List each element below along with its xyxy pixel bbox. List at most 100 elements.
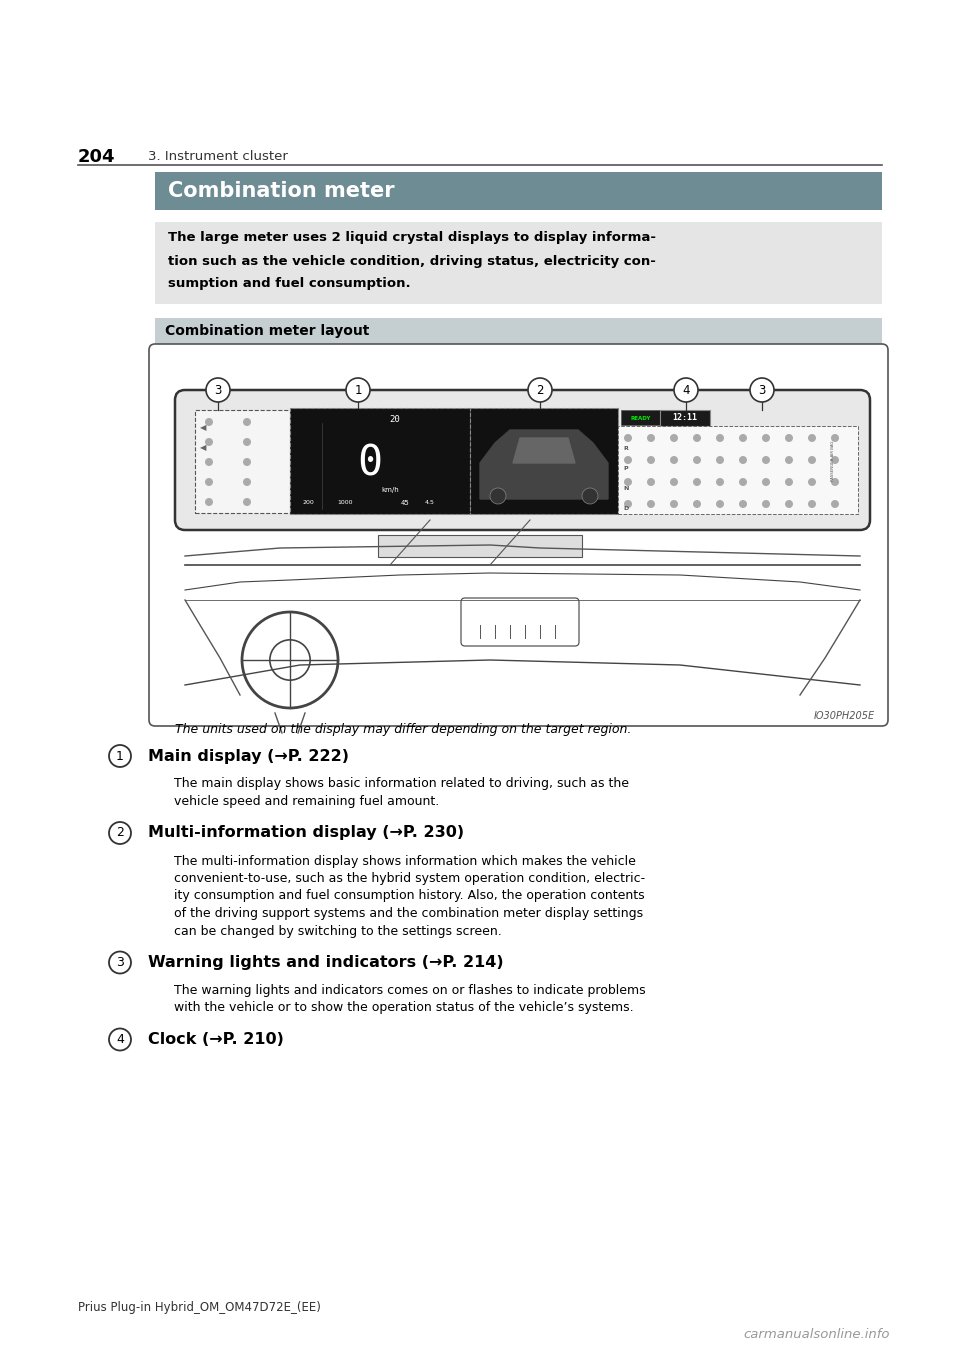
- FancyBboxPatch shape: [378, 535, 582, 557]
- Circle shape: [647, 456, 655, 464]
- Text: P: P: [624, 466, 628, 470]
- Text: vehicle speed and remaining fuel amount.: vehicle speed and remaining fuel amount.: [174, 794, 440, 808]
- FancyBboxPatch shape: [621, 410, 661, 425]
- Circle shape: [647, 435, 655, 441]
- Circle shape: [346, 378, 370, 402]
- Circle shape: [670, 456, 678, 464]
- Circle shape: [716, 435, 724, 441]
- Text: The large meter uses 2 liquid crystal displays to display informa-: The large meter uses 2 liquid crystal di…: [168, 231, 656, 244]
- Text: IO30PH205E: IO30PH205E: [814, 712, 875, 721]
- Text: 45: 45: [400, 500, 409, 507]
- Circle shape: [785, 435, 793, 441]
- Circle shape: [716, 478, 724, 486]
- Circle shape: [243, 458, 251, 466]
- Text: The multi-information display shows information which makes the vehicle: The multi-information display shows info…: [174, 854, 636, 868]
- Text: The main display shows basic information related to driving, such as the: The main display shows basic information…: [174, 778, 629, 790]
- Text: D: D: [623, 505, 629, 511]
- Circle shape: [808, 435, 816, 441]
- Circle shape: [808, 500, 816, 508]
- Text: The units used on the display may differ depending on the target region.: The units used on the display may differ…: [175, 724, 632, 736]
- Circle shape: [670, 435, 678, 441]
- Text: tion such as the vehicle condition, driving status, electricity con-: tion such as the vehicle condition, driv…: [168, 254, 656, 268]
- Text: 1000: 1000: [337, 501, 352, 505]
- Circle shape: [674, 378, 698, 402]
- Text: 3: 3: [758, 383, 766, 397]
- Circle shape: [205, 498, 213, 507]
- Circle shape: [206, 378, 230, 402]
- Text: 4: 4: [683, 383, 689, 397]
- FancyBboxPatch shape: [155, 172, 882, 210]
- FancyBboxPatch shape: [195, 410, 290, 513]
- Text: PASSENGER AIR BAG: PASSENGER AIR BAG: [831, 441, 835, 481]
- Circle shape: [693, 456, 701, 464]
- Text: 12:11: 12:11: [673, 413, 698, 422]
- Circle shape: [670, 500, 678, 508]
- Circle shape: [647, 500, 655, 508]
- Circle shape: [624, 435, 632, 441]
- Text: 1: 1: [116, 750, 124, 762]
- Circle shape: [624, 500, 632, 508]
- Text: R: R: [624, 445, 629, 451]
- Circle shape: [739, 435, 747, 441]
- Circle shape: [243, 478, 251, 486]
- Text: Prius Plug-in Hybrid_OM_OM47D72E_(EE): Prius Plug-in Hybrid_OM_OM47D72E_(EE): [78, 1301, 321, 1315]
- Circle shape: [739, 500, 747, 508]
- Circle shape: [831, 478, 839, 486]
- Text: 20: 20: [390, 416, 400, 425]
- Text: N: N: [623, 486, 629, 490]
- Polygon shape: [513, 439, 575, 463]
- Text: 3. Instrument cluster: 3. Instrument cluster: [148, 151, 288, 163]
- Text: ity consumption and fuel consumption history. Also, the operation contents: ity consumption and fuel consumption his…: [174, 889, 644, 903]
- Circle shape: [243, 418, 251, 426]
- Text: Multi-information display (→P. 230): Multi-information display (→P. 230): [148, 826, 464, 841]
- Text: 3: 3: [214, 383, 222, 397]
- FancyBboxPatch shape: [155, 318, 882, 344]
- Text: ◀: ◀: [200, 424, 206, 432]
- Circle shape: [785, 478, 793, 486]
- Circle shape: [205, 458, 213, 466]
- Text: 204: 204: [78, 148, 115, 166]
- FancyBboxPatch shape: [290, 407, 470, 513]
- Circle shape: [785, 456, 793, 464]
- Circle shape: [205, 439, 213, 445]
- Text: 0: 0: [357, 441, 382, 483]
- Circle shape: [693, 478, 701, 486]
- Text: with the vehicle or to show the operation status of the vehicle’s systems.: with the vehicle or to show the operatio…: [174, 1001, 634, 1014]
- Circle shape: [693, 500, 701, 508]
- Text: km/h: km/h: [381, 488, 398, 493]
- Circle shape: [109, 822, 131, 845]
- Text: 2: 2: [116, 827, 124, 839]
- Text: Main display (→P. 222): Main display (→P. 222): [148, 748, 349, 763]
- Text: The warning lights and indicators comes on or flashes to indicate problems: The warning lights and indicators comes …: [174, 985, 646, 997]
- Circle shape: [624, 456, 632, 464]
- Text: Warning lights and indicators (→P. 214): Warning lights and indicators (→P. 214): [148, 955, 504, 970]
- Circle shape: [762, 478, 770, 486]
- Text: 1: 1: [354, 383, 362, 397]
- Circle shape: [716, 456, 724, 464]
- Text: ◀: ◀: [200, 444, 206, 452]
- Circle shape: [716, 500, 724, 508]
- FancyBboxPatch shape: [660, 410, 710, 426]
- Circle shape: [762, 500, 770, 508]
- Circle shape: [490, 488, 506, 504]
- Text: sumption and fuel consumption.: sumption and fuel consumption.: [168, 277, 411, 291]
- Circle shape: [750, 378, 774, 402]
- Text: 4.5: 4.5: [425, 501, 435, 505]
- FancyBboxPatch shape: [618, 426, 858, 513]
- FancyBboxPatch shape: [470, 407, 618, 513]
- Circle shape: [762, 435, 770, 441]
- Circle shape: [243, 498, 251, 507]
- Polygon shape: [480, 430, 608, 498]
- Text: carmanualsonline.info: carmanualsonline.info: [743, 1328, 890, 1342]
- Circle shape: [831, 500, 839, 508]
- Circle shape: [831, 435, 839, 441]
- Text: convenient-to-use, such as the hybrid system operation condition, electric-: convenient-to-use, such as the hybrid sy…: [174, 872, 645, 885]
- Circle shape: [109, 1028, 131, 1051]
- Circle shape: [693, 435, 701, 441]
- Text: 2: 2: [537, 383, 543, 397]
- Circle shape: [739, 456, 747, 464]
- FancyBboxPatch shape: [155, 221, 882, 304]
- Text: READY: READY: [631, 416, 651, 421]
- Text: of the driving support systems and the combination meter display settings: of the driving support systems and the c…: [174, 907, 643, 919]
- Circle shape: [808, 478, 816, 486]
